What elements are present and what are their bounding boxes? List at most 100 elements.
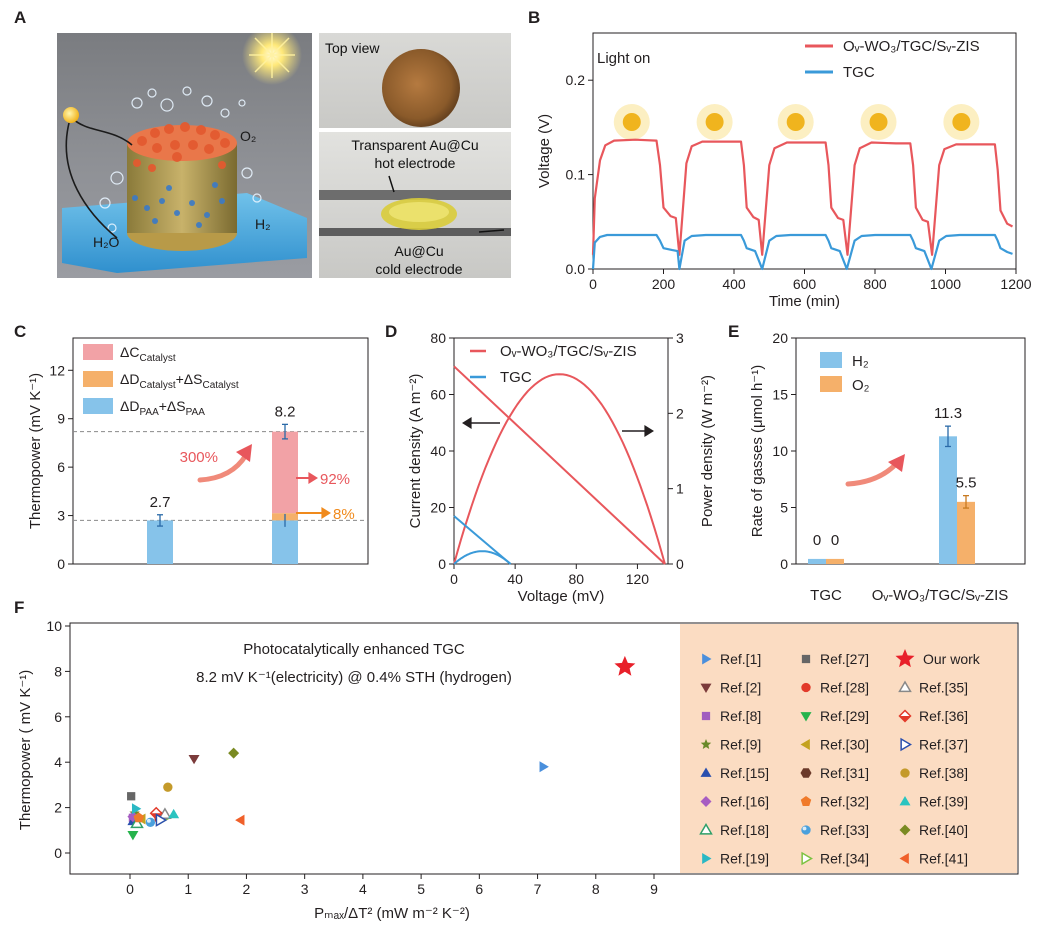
d-ytick-right-label: 0 xyxy=(676,556,684,572)
b-xlabel: Time (min) xyxy=(769,293,840,310)
f-legend-marker xyxy=(699,823,713,835)
d-power-line-tgc xyxy=(453,550,512,565)
f-xtick-label: 5 xyxy=(417,881,425,897)
f-xtick-label: 4 xyxy=(359,881,367,897)
b-xtick-label: 1000 xyxy=(930,276,961,292)
e-bar xyxy=(808,558,826,564)
b-ytick-label: 0.0 xyxy=(566,261,586,277)
hot-electrode-label-2: hot electrode xyxy=(375,155,456,171)
b-ylabel: Voltage (V) xyxy=(536,114,553,188)
f-legend-label: Ref.[41] xyxy=(919,851,968,867)
f-legend-marker xyxy=(700,739,712,749)
panel-label-f: F xyxy=(14,598,25,617)
illustration-svg: O₂ H₂ H₂O xyxy=(62,33,307,273)
f-data-point xyxy=(235,814,245,826)
e-ytick-label: 0 xyxy=(780,556,788,572)
h2o-label: H₂O xyxy=(93,234,120,250)
e-value-label: 0 xyxy=(831,532,839,549)
b-xtick-label: 400 xyxy=(722,276,746,292)
f-xtick-label: 8 xyxy=(592,881,600,897)
c-ytick-label: 12 xyxy=(49,362,65,378)
f-data-point xyxy=(168,808,180,819)
c-ytick-label: 0 xyxy=(57,556,65,572)
f-data-point xyxy=(133,812,144,823)
f-legend-marker xyxy=(702,853,712,864)
d-ytick-right-label: 1 xyxy=(676,481,684,497)
b-xtick-label: 1200 xyxy=(1000,276,1031,292)
d-xtick-label: 120 xyxy=(626,571,650,587)
c-bar-segment xyxy=(147,520,173,564)
f-legend-marker xyxy=(899,824,911,836)
f-legend-label: Ref.[27] xyxy=(820,651,869,667)
b-series-line-tgc xyxy=(591,233,1013,271)
b-legend-label: TGC xyxy=(843,64,875,81)
f-data-point xyxy=(188,754,200,765)
c-value-label: 2.7 xyxy=(150,494,171,511)
f-legend-label: Ref.[38] xyxy=(919,765,968,781)
f-ytick-label: 10 xyxy=(46,618,62,634)
f-legend-marker xyxy=(800,712,812,722)
f-ytick-label: 0 xyxy=(54,845,62,861)
f-legend-label: Ref.[15] xyxy=(720,765,769,781)
b-xtick-label: 600 xyxy=(793,276,817,292)
d-ytick-left-label: 80 xyxy=(430,330,446,346)
c-increase-arrow-head xyxy=(236,444,252,462)
side-view-photo: Transparent Au@Cu hot electrode Au@Cu co… xyxy=(319,132,511,278)
f-frame xyxy=(69,622,1019,875)
c-legend-label: ΔDCatalyst+ΔSCatalyst xyxy=(120,371,239,391)
f-legend-label: Ref.[8] xyxy=(720,708,761,724)
f-ylabel: Thermopower ( mV K⁻¹) xyxy=(17,670,34,830)
panel-label-c: C xyxy=(14,322,27,341)
d-frame xyxy=(453,337,669,565)
f-xlabel: Pₘₐₓ/ΔT² (mW m⁻² K⁻²) xyxy=(314,905,470,922)
f-legend-marker xyxy=(801,825,811,835)
c-ytick-label: 9 xyxy=(57,411,65,427)
f-ytick-label: 8 xyxy=(54,663,62,679)
e-legend-label: O₂ xyxy=(852,377,870,394)
d-ytick-right-label: 2 xyxy=(676,405,684,421)
f-legend-marker xyxy=(700,683,712,693)
f-legend-label: Ref.[39] xyxy=(919,794,968,810)
f-subtitle: 8.2 mV K⁻¹(electricity) @ 0.4% STH (hydr… xyxy=(196,669,512,686)
f-legend-label: Ref.[34] xyxy=(820,851,869,867)
cold-electrode-label-2: cold electrode xyxy=(375,261,462,277)
d-ylabel-left: Current density (A m⁻²) xyxy=(407,374,424,529)
f-title: Photocatalytically enhanced TGC xyxy=(243,641,465,658)
d-xtick-label: 0 xyxy=(450,571,458,587)
f-legend-marker xyxy=(800,796,812,806)
f-data-point xyxy=(614,655,636,676)
light-on-sun-core-icon xyxy=(705,113,724,131)
f-legend-label: Ref.[31] xyxy=(820,765,869,781)
f-legend-marker xyxy=(700,796,712,807)
f-legend-marker xyxy=(900,768,910,778)
c-catalyst-ds-label: 8% xyxy=(333,506,355,523)
d-legend-label: Oᵥ-WO₃/TGC/Sᵥ-ZIS xyxy=(500,343,637,360)
light-on-sun-core-icon xyxy=(622,113,641,131)
d-xtick-label: 40 xyxy=(507,571,523,587)
b-frame xyxy=(592,32,1017,270)
c-arrow-catalyst-ds-head xyxy=(321,507,331,519)
d-xlabel: Voltage (mV) xyxy=(518,588,605,605)
f-legend-label: Ref.[28] xyxy=(820,680,869,696)
f-data-point xyxy=(130,816,144,829)
d-ytick-left-label: 0 xyxy=(438,556,446,572)
f-legend-label: Ref.[16] xyxy=(720,794,769,810)
f-xtick-label: 6 xyxy=(475,881,483,897)
e-value-label: 5.5 xyxy=(956,475,977,492)
c-bar-segment xyxy=(272,520,298,564)
b-xtick-label: 800 xyxy=(863,276,887,292)
f-legend-label: Ref.[1] xyxy=(720,651,761,667)
e-increase-arrow xyxy=(845,459,901,487)
d-xtick-label: 80 xyxy=(568,571,584,587)
b-series-line-catalyst xyxy=(591,138,1014,256)
f-legend-marker xyxy=(701,711,711,721)
b-xtick-label: 0 xyxy=(589,276,597,292)
light-on-sun-core-icon xyxy=(786,113,805,131)
c-value-label: 8.2 xyxy=(275,403,296,420)
c-catalyst-c-label: 92% xyxy=(320,471,350,488)
f-xtick-label: 2 xyxy=(243,881,251,897)
f-legend-marker xyxy=(800,768,812,778)
f-xtick-label: 9 xyxy=(650,881,658,897)
light-on-sun-core-icon xyxy=(869,113,888,131)
